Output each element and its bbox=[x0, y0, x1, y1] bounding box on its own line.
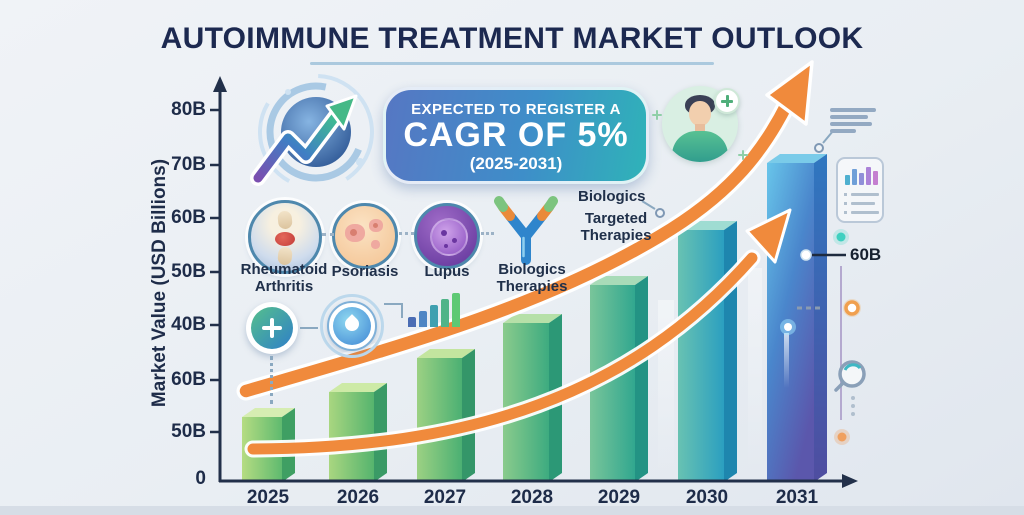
bar-2030 bbox=[678, 221, 737, 482]
y-tick-60b-dup: 60B bbox=[171, 369, 206, 390]
orange-node-icon bbox=[844, 300, 860, 316]
y-tick-80b: 80B bbox=[171, 99, 206, 120]
medical-plus-icon bbox=[246, 302, 298, 354]
patient-avatar-icon bbox=[662, 86, 738, 162]
value-dot-60b bbox=[800, 249, 812, 261]
text-lines-icon bbox=[830, 108, 876, 136]
right-decor-column bbox=[780, 229, 866, 445]
bottom-strip bbox=[0, 506, 1024, 515]
dotted-vertical-connector bbox=[270, 356, 273, 404]
title-underline bbox=[310, 62, 714, 65]
connector-decor bbox=[384, 130, 834, 318]
condition-label-biologics-therapies: Biologics Therapies bbox=[496, 261, 568, 295]
x-tick-2031: 2031 bbox=[775, 487, 819, 508]
banner-line1: EXPECTED TO REGISTER A bbox=[411, 101, 621, 118]
y-tick-50b: 50B bbox=[171, 261, 206, 282]
chart-card-icon bbox=[836, 157, 884, 223]
antibody-icon bbox=[494, 196, 558, 265]
cagr-banner: EXPECTED TO REGISTER A CAGR OF 5% (2025-… bbox=[383, 87, 649, 184]
condition-label-lupus: Lupus bbox=[424, 263, 470, 280]
y-axis bbox=[210, 76, 227, 482]
y-tick-70b: 70B bbox=[171, 154, 206, 175]
cell-icon bbox=[414, 203, 480, 269]
x-tick-2030: 2030 bbox=[685, 487, 729, 508]
y-tick-0: 0 bbox=[195, 468, 206, 489]
x-tick-2026: 2026 bbox=[336, 487, 380, 508]
y-tick-50b-dup: 50B bbox=[171, 421, 206, 442]
trend-arrow-badge-icon bbox=[250, 74, 374, 190]
growth-arrow-top-icon bbox=[236, 60, 814, 401]
sparkle-icon bbox=[738, 150, 748, 160]
x-tick-2025: 2025 bbox=[246, 487, 290, 508]
bar-2031 bbox=[767, 154, 827, 482]
y-tick-40b: 40B bbox=[171, 314, 206, 335]
glow-streak bbox=[748, 268, 762, 478]
label-biologics: Biologics bbox=[578, 188, 646, 205]
banner-line3: (2025-2031) bbox=[469, 153, 563, 173]
bar-2026 bbox=[329, 383, 387, 482]
sparkle-icon bbox=[652, 110, 662, 120]
y-tick-60b: 60B bbox=[171, 207, 206, 228]
magnifier-icon bbox=[834, 360, 866, 392]
mini-bar-chart-icon bbox=[408, 291, 468, 327]
water-drop-ring bbox=[320, 294, 384, 358]
joint-icon bbox=[248, 200, 322, 274]
page-title: AUTOIMMUNE TREATMENT MARKET OUTLOOK bbox=[160, 22, 864, 55]
health-plus-badge-icon bbox=[714, 88, 740, 114]
banner-line2: CAGR OF 5% bbox=[403, 116, 629, 154]
x-axis bbox=[219, 474, 858, 488]
bone-top bbox=[277, 210, 293, 230]
dotted-connector bbox=[399, 232, 414, 235]
connector-line bbox=[300, 327, 318, 329]
x-tick-2028: 2028 bbox=[510, 487, 554, 508]
inflamed-joint bbox=[275, 232, 295, 246]
condition-label-psoriasis: Psoriasis bbox=[331, 263, 399, 280]
x-tick-2029: 2029 bbox=[597, 487, 641, 508]
bar-2027 bbox=[417, 349, 475, 482]
x-tick-2027: 2027 bbox=[423, 487, 467, 508]
condition-label-rheumatoid-arthritis: Rheumatoid Arthritis bbox=[240, 261, 328, 295]
dotted-connector bbox=[481, 232, 494, 235]
value-callout-60b: 60B bbox=[850, 245, 882, 264]
growth-arrow-inner-icon bbox=[244, 208, 792, 458]
label-targeted-therapies: Targeted Therapies bbox=[580, 210, 652, 245]
skin-patch-icon bbox=[332, 203, 398, 269]
dotted-connector bbox=[322, 233, 334, 236]
